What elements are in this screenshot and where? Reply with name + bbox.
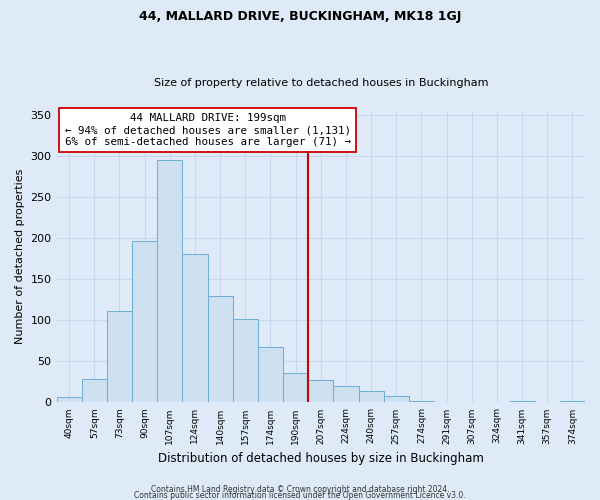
- Bar: [509, 401, 535, 402]
- Bar: [334, 386, 359, 402]
- Title: Size of property relative to detached houses in Buckingham: Size of property relative to detached ho…: [154, 78, 488, 88]
- Bar: [233, 318, 258, 402]
- Bar: [308, 380, 334, 402]
- Bar: [258, 348, 283, 403]
- Bar: [157, 160, 182, 402]
- Bar: [208, 296, 233, 403]
- Bar: [283, 373, 308, 402]
- Bar: [182, 254, 208, 402]
- Bar: [107, 312, 132, 402]
- Text: Contains public sector information licensed under the Open Government Licence v3: Contains public sector information licen…: [134, 490, 466, 500]
- Bar: [359, 391, 383, 402]
- Text: Contains HM Land Registry data © Crown copyright and database right 2024.: Contains HM Land Registry data © Crown c…: [151, 484, 449, 494]
- Bar: [560, 401, 585, 402]
- Y-axis label: Number of detached properties: Number of detached properties: [15, 169, 25, 344]
- X-axis label: Distribution of detached houses by size in Buckingham: Distribution of detached houses by size …: [158, 452, 484, 465]
- Text: 44 MALLARD DRIVE: 199sqm
← 94% of detached houses are smaller (1,131)
6% of semi: 44 MALLARD DRIVE: 199sqm ← 94% of detach…: [65, 114, 350, 146]
- Bar: [132, 240, 157, 402]
- Bar: [82, 378, 107, 402]
- Bar: [409, 401, 434, 402]
- Bar: [383, 396, 409, 402]
- Bar: [56, 396, 82, 402]
- Text: 44, MALLARD DRIVE, BUCKINGHAM, MK18 1GJ: 44, MALLARD DRIVE, BUCKINGHAM, MK18 1GJ: [139, 10, 461, 23]
